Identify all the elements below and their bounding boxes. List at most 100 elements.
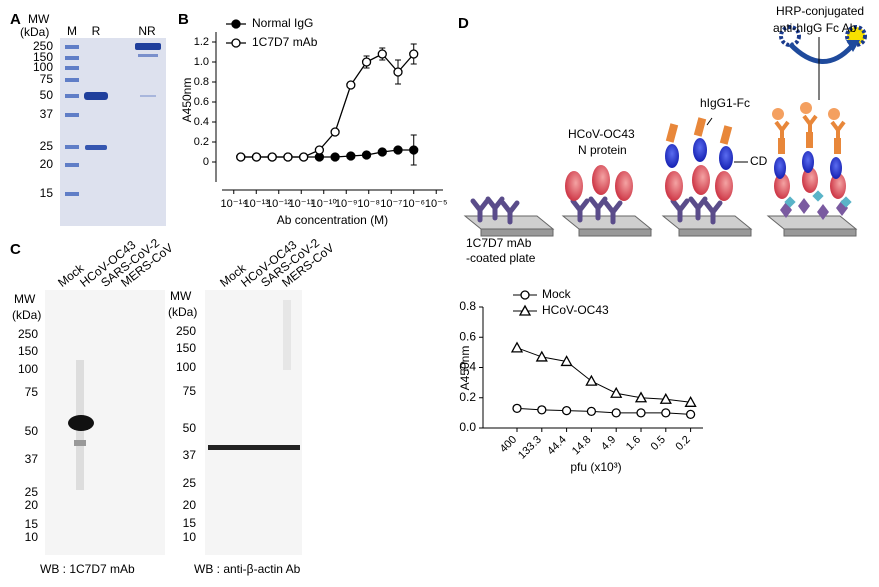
pointer bbox=[706, 117, 713, 126]
x-tick-label: 0.2 bbox=[673, 434, 692, 453]
point bbox=[361, 57, 372, 67]
marker-label: 150 bbox=[176, 341, 196, 355]
point bbox=[685, 409, 696, 420]
legend-label: Mock bbox=[542, 287, 572, 301]
complex bbox=[817, 204, 829, 220]
y-tick-label: 0.6 bbox=[459, 329, 476, 343]
marker-label: 10 bbox=[25, 530, 39, 544]
n-protein bbox=[715, 171, 733, 201]
series-line bbox=[240, 149, 414, 158]
x-axis-label: Ab concentration (M) bbox=[277, 213, 388, 227]
marker-dot bbox=[784, 196, 796, 208]
band bbox=[68, 415, 94, 431]
lane-label: M bbox=[67, 24, 77, 38]
point bbox=[267, 152, 277, 162]
marker-band bbox=[65, 145, 79, 149]
marker-label: 50 bbox=[183, 421, 197, 435]
marker-label: 250 bbox=[18, 327, 38, 341]
point bbox=[393, 145, 403, 155]
arrow-head bbox=[846, 40, 860, 52]
y-tick-label: 0.2 bbox=[459, 390, 476, 404]
point bbox=[610, 386, 623, 398]
hrp bbox=[772, 108, 784, 120]
marker-label: 250 bbox=[33, 39, 53, 53]
n-protein bbox=[802, 167, 818, 193]
y-tick-label: 0.2 bbox=[194, 136, 209, 148]
fc-domain bbox=[719, 125, 733, 145]
hrp bbox=[828, 108, 840, 120]
point bbox=[518, 304, 532, 316]
band bbox=[84, 92, 108, 100]
lane-label: R bbox=[92, 24, 101, 38]
detection-antibody bbox=[802, 114, 818, 132]
n-protein bbox=[592, 165, 610, 195]
n-protein bbox=[830, 173, 846, 199]
cd-domain bbox=[719, 146, 733, 170]
fc-domain bbox=[806, 132, 813, 148]
marker-label: 150 bbox=[33, 50, 53, 64]
capture-antibody bbox=[485, 196, 505, 221]
mw-label: MW bbox=[170, 289, 192, 303]
legend-marker bbox=[231, 19, 241, 29]
capture-antibody bbox=[500, 200, 520, 225]
y-tick-label: 0.8 bbox=[194, 76, 209, 88]
detection-label: anti-hIgG Fc Ab bbox=[773, 21, 857, 35]
marker-band bbox=[65, 78, 79, 82]
plate bbox=[661, 215, 753, 230]
point bbox=[520, 290, 530, 300]
x-tick-label: 10⁻⁷ bbox=[380, 198, 402, 210]
fc-domain bbox=[665, 123, 679, 143]
plate-edge bbox=[578, 228, 652, 237]
series-line bbox=[240, 53, 415, 158]
marker-band bbox=[65, 94, 79, 98]
complex bbox=[798, 198, 810, 214]
detection-antibody bbox=[774, 120, 790, 138]
marker-label: 250 bbox=[176, 324, 196, 338]
marker-label: 75 bbox=[25, 385, 39, 399]
point bbox=[561, 405, 572, 416]
marker-label: 20 bbox=[40, 157, 54, 171]
plate-edge bbox=[480, 228, 554, 237]
band bbox=[140, 95, 156, 97]
plate-edge bbox=[783, 228, 857, 237]
n-protein bbox=[615, 171, 633, 201]
x-tick-label: 14.8 bbox=[570, 434, 594, 458]
marker-label: 37 bbox=[40, 107, 54, 121]
point bbox=[409, 49, 419, 59]
capture-antibody bbox=[703, 200, 723, 225]
y-tick-label: 0.4 bbox=[194, 116, 209, 128]
cd-domain bbox=[665, 144, 679, 168]
x-tick-label: 10⁻¹¹ bbox=[289, 198, 315, 210]
panel-label: B bbox=[178, 11, 189, 28]
marker-label: 100 bbox=[18, 362, 38, 376]
marker-dot bbox=[840, 196, 852, 208]
plate bbox=[766, 215, 858, 230]
point bbox=[684, 395, 697, 407]
cd-label: CD bbox=[750, 154, 768, 168]
arrow bbox=[788, 42, 854, 64]
band bbox=[74, 440, 86, 446]
fc-label: hIgG1-Fc bbox=[700, 96, 750, 110]
detection-label: HRP-conjugated bbox=[776, 4, 864, 18]
cd-domain bbox=[693, 138, 707, 162]
marker-band bbox=[65, 163, 79, 167]
blot bbox=[45, 290, 165, 555]
x-axis-label: pfu (x10³) bbox=[570, 460, 621, 474]
y-tick-label: 0 bbox=[203, 156, 209, 168]
point bbox=[659, 392, 672, 404]
marker-label: 25 bbox=[183, 476, 197, 490]
marker-band bbox=[65, 45, 79, 49]
n-protein bbox=[565, 171, 583, 201]
capture-antibody bbox=[670, 198, 690, 223]
point bbox=[585, 374, 598, 386]
x-tick-label: 44.4 bbox=[545, 434, 569, 458]
point bbox=[634, 391, 648, 403]
cd-domain bbox=[774, 157, 786, 179]
band bbox=[208, 445, 300, 450]
blot-caption: WB : 1C7D7 mAb bbox=[40, 562, 135, 576]
plate-edge bbox=[678, 228, 752, 237]
hrp bbox=[800, 102, 812, 114]
n-protein bbox=[774, 173, 790, 199]
marker-label: 100 bbox=[33, 60, 53, 74]
capture-antibody bbox=[588, 196, 608, 221]
